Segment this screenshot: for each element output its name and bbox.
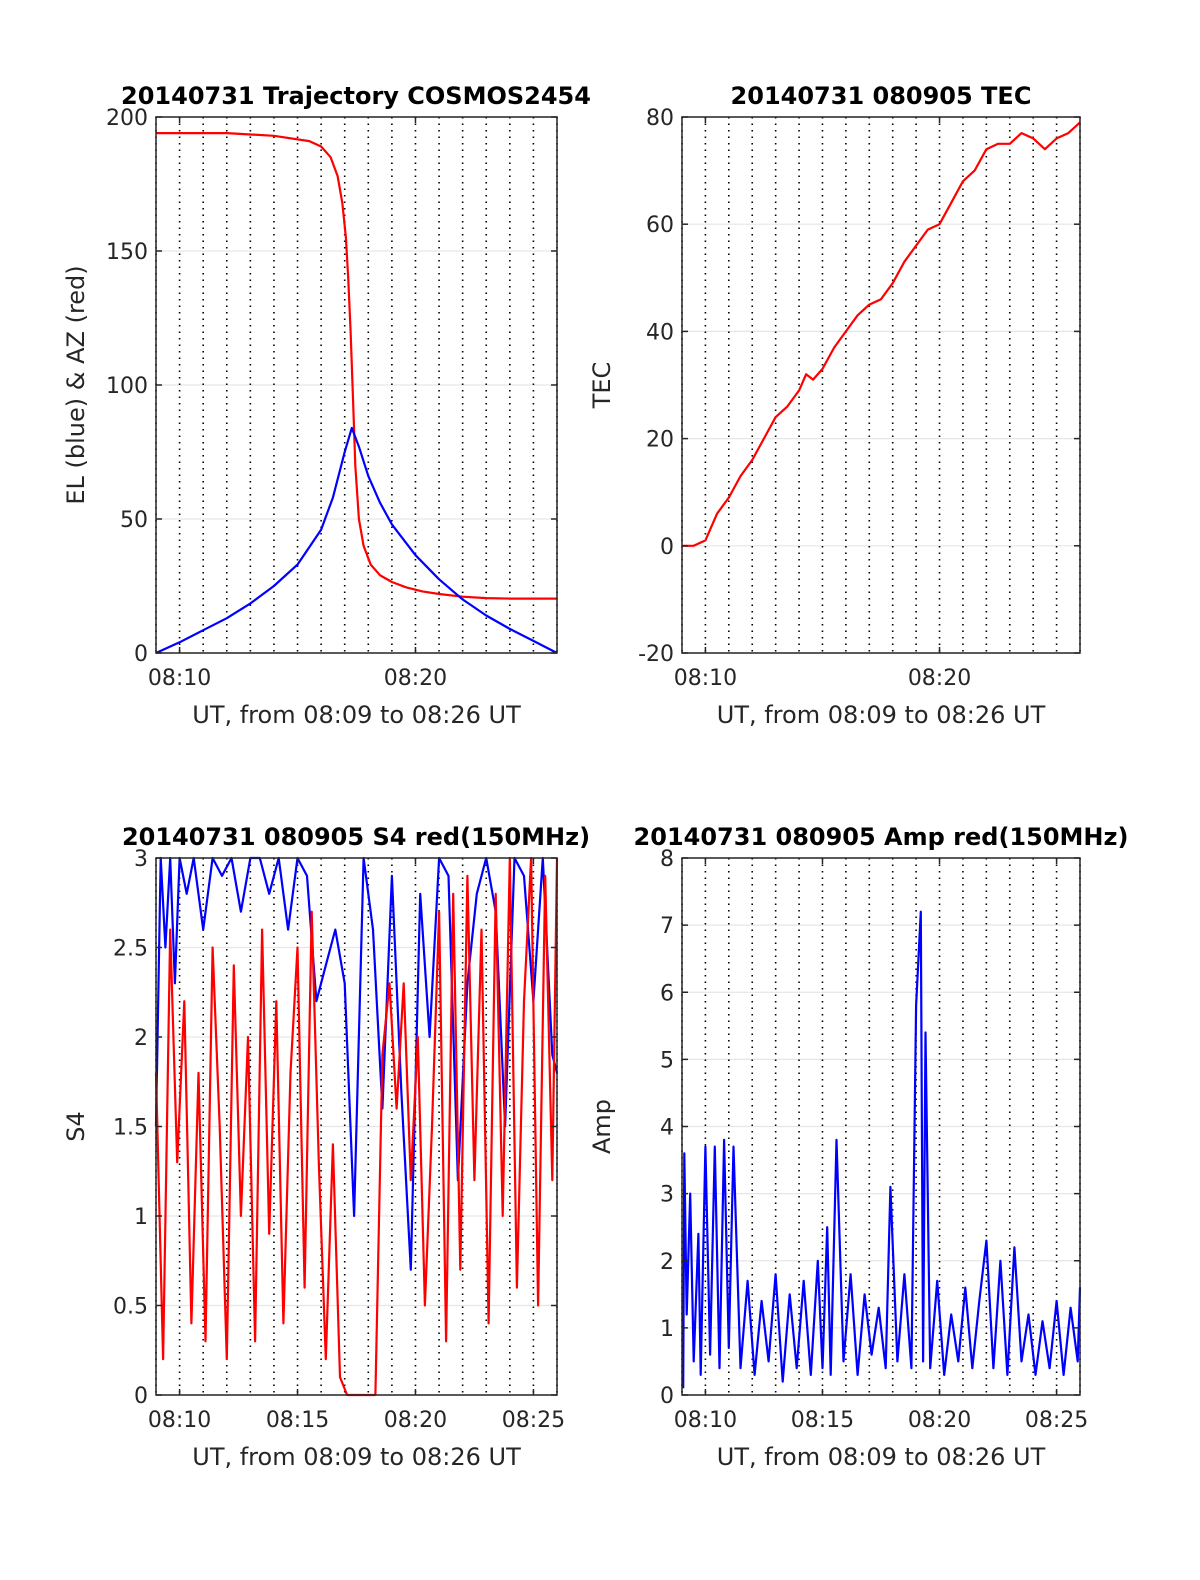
tec-xtick-label-0: 08:10 bbox=[674, 666, 737, 691]
amp-chart: 0 1 2 3 4 5 6 7 8 08:10 08:15 08:20 08:25 20140731 08… bbox=[588, 823, 1128, 1471]
s4-xlabel: UT, from 08:09 to 08:26 UT bbox=[192, 1443, 521, 1471]
s4-ytick-label-3: 1.5 bbox=[113, 1116, 148, 1141]
amp-xtick-label-2: 08:20 bbox=[908, 1408, 971, 1433]
amp-ytick-label-1: 1 bbox=[660, 1317, 674, 1342]
tec-title: 20140731 080905 TEC bbox=[731, 82, 1032, 110]
s4-ytick-label-0: 0 bbox=[134, 1384, 148, 1409]
trajectory-title: 20140731 Trajectory COSMOS2454 bbox=[121, 82, 591, 110]
tec-ylabel: TEC bbox=[588, 362, 616, 410]
trajectory-ylabel: EL (blue) & AZ (red) bbox=[62, 265, 90, 504]
tec-chart: -20 0 20 40 60 80 08:10 08:20 20140731 080905 TE… bbox=[588, 82, 1081, 729]
tec-axes-box bbox=[681, 116, 1081, 654]
amp-ylabel: Amp bbox=[588, 1099, 616, 1154]
tec-xtick-label-1: 08:20 bbox=[908, 666, 971, 691]
amp-ytick-label-5: 5 bbox=[660, 1048, 674, 1073]
trajectory-series-1-line bbox=[155, 426, 558, 655]
amp-xtick-label-3: 08:25 bbox=[1025, 1408, 1088, 1433]
amp-ytick-label-6: 6 bbox=[660, 981, 674, 1006]
tec-ytick-label-0: -20 bbox=[638, 642, 674, 667]
tec-ytick-label-3: 40 bbox=[646, 320, 674, 345]
tec-ytick-label-2: 20 bbox=[646, 428, 674, 453]
trajectory-series-0-line bbox=[156, 132, 557, 600]
s4-title: 20140731 080905 S4 red(150MHz) bbox=[122, 823, 590, 851]
amp-title: 20140731 080905 Amp red(150MHz) bbox=[634, 823, 1129, 851]
tec-ytick-label-5: 80 bbox=[646, 106, 674, 131]
trajectory-ytick-label-4: 200 bbox=[106, 106, 148, 131]
amp-ytick-label-2: 2 bbox=[660, 1250, 674, 1275]
amp-ytick-label-4: 4 bbox=[660, 1116, 674, 1141]
trajectory-ytick-label-1: 50 bbox=[120, 508, 148, 533]
s4-chart: 0 0.5 1 1.5 2 2.5 3 08:10 08:15 08:20 08:25 2014073… bbox=[62, 823, 590, 1471]
amp-xtick-label-1: 08:15 bbox=[791, 1408, 854, 1433]
s4-ytick-label-1: 0.5 bbox=[113, 1295, 148, 1320]
s4-xtick-label-0: 08:10 bbox=[148, 1408, 211, 1433]
s4-series-0-line bbox=[154, 856, 559, 1271]
trajectory-xlabel: UT, from 08:09 to 08:26 UT bbox=[192, 701, 521, 729]
s4-ylabel: S4 bbox=[62, 1111, 90, 1142]
amp-xtick-label-0: 08:10 bbox=[674, 1408, 737, 1433]
amp-ytick-label-3: 3 bbox=[660, 1183, 674, 1208]
trajectory-xtick-label-1: 08:20 bbox=[384, 666, 447, 691]
amp-ytick-label-7: 7 bbox=[660, 914, 674, 939]
amp-ytick-label-8: 8 bbox=[660, 847, 674, 872]
s4-ytick-label-5: 2.5 bbox=[113, 937, 148, 962]
trajectory-chart: 0 50 100 150 200 08:10 08:20 20140731 Trajector… bbox=[62, 82, 591, 729]
s4-xtick-label-3: 08:25 bbox=[502, 1408, 565, 1433]
amp-series-0-line bbox=[682, 910, 1082, 1389]
s4-ytick-label-4: 2 bbox=[134, 1026, 148, 1051]
tec-ytick-label-4: 60 bbox=[646, 213, 674, 238]
trajectory-ytick-label-3: 150 bbox=[106, 240, 148, 265]
s4-ytick-label-2: 1 bbox=[134, 1205, 148, 1230]
s4-ytick-label-6: 3 bbox=[134, 847, 148, 872]
trajectory-ytick-label-0: 0 bbox=[134, 642, 148, 667]
s4-xtick-label-2: 08:20 bbox=[384, 1408, 447, 1433]
amp-ytick-label-0: 0 bbox=[660, 1384, 674, 1409]
tec-xlabel: UT, from 08:09 to 08:26 UT bbox=[717, 701, 1046, 729]
trajectory-ytick-label-2: 100 bbox=[106, 374, 148, 399]
tec-ytick-label-1: 0 bbox=[660, 535, 674, 560]
amp-xlabel: UT, from 08:09 to 08:26 UT bbox=[717, 1443, 1046, 1471]
tec-series-0-line bbox=[682, 121, 1081, 547]
s4-xtick-label-1: 08:15 bbox=[266, 1408, 329, 1433]
tec-plot-area bbox=[682, 117, 1080, 653]
trajectory-xtick-label-0: 08:10 bbox=[148, 666, 211, 691]
